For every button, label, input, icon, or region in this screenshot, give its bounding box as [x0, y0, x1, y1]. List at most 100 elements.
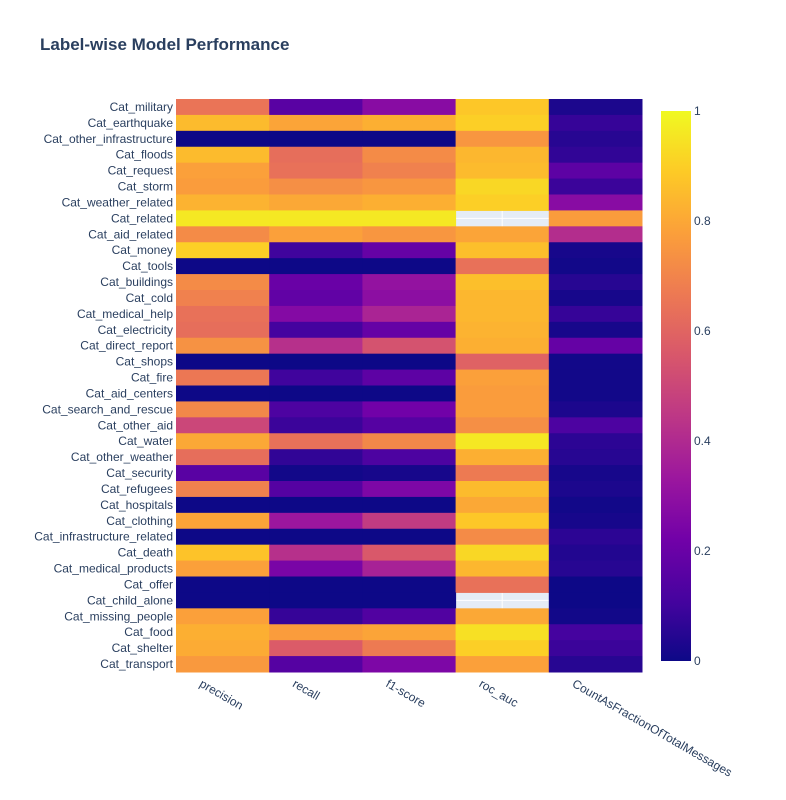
heatmap-cell: [548, 528, 643, 546]
heatmap-cell: [176, 576, 270, 593]
x-tick-label: CountAsFractionOfTotalMessages: [570, 676, 735, 779]
colorbar-tick-label: 0.2: [694, 544, 711, 558]
heatmap-cell: [455, 369, 550, 386]
y-tick-label: Cat_water: [118, 434, 173, 448]
heatmap-cell: [362, 226, 457, 243]
y-axis-tick-labels: Cat_military Cat_earthquake Cat_other_infr…: [34, 100, 173, 671]
heatmap-cell: [176, 624, 270, 641]
heatmap-cell: [548, 512, 643, 530]
heatmap-cell: [362, 560, 457, 577]
heatmap-cell: [455, 274, 550, 291]
y-tick-label: Cat_missing_people: [64, 609, 173, 623]
heatmap-cell: [362, 449, 457, 466]
heatmap-cell: [362, 544, 457, 562]
heatmap-cell: [362, 576, 457, 593]
heatmap-cell: [176, 544, 270, 562]
heatmap-cell: [455, 337, 550, 355]
heatmap-cell: [176, 146, 270, 164]
heatmap-cell: [269, 290, 363, 307]
heatmap-cell: [176, 274, 270, 291]
heatmap-cell: [176, 640, 270, 657]
heatmap-cell: [269, 321, 363, 339]
heatmap-cell: [176, 608, 270, 625]
heatmap-cell: [362, 512, 457, 530]
y-tick-label: Cat_security: [106, 466, 173, 480]
heatmap-cell: [176, 560, 270, 577]
heatmap-cell: [548, 576, 643, 593]
heatmap-cell: [269, 481, 363, 498]
heatmap-cell: [269, 242, 363, 259]
heatmap-cell: [455, 353, 550, 371]
heatmap-cell: [176, 512, 270, 530]
heatmap-cell: [269, 449, 363, 466]
heatmap-cell: [362, 290, 457, 307]
heatmap-cell: [362, 385, 457, 402]
heatmap-cell: [548, 608, 643, 625]
y-tick-label: Cat_money: [112, 243, 173, 257]
heatmap-cell: [176, 162, 270, 180]
x-tick-label: f1-score: [384, 676, 429, 710]
heatmap-cell: [548, 592, 643, 609]
y-tick-label: Cat_direct_report: [80, 339, 173, 353]
heatmap-cell: [362, 369, 457, 386]
heatmap-cell: [269, 210, 363, 227]
heatmap-cell: [176, 369, 270, 386]
heatmap-cell: [455, 624, 550, 641]
colorbar-tick-label: 0: [694, 654, 701, 668]
heatmap-cell: [176, 337, 270, 355]
heatmap-cell: [176, 401, 270, 418]
heatmap-cell: [176, 210, 270, 227]
heatmap-cell: [176, 290, 270, 307]
heatmap-cell: [176, 194, 270, 211]
heatmap-cell: [362, 592, 457, 609]
heatmap-cell: [176, 130, 270, 148]
heatmap-cell: [548, 242, 643, 259]
heatmap-cell: [548, 114, 643, 132]
heatmap-cell: [362, 353, 457, 371]
heatmap-cell: [548, 496, 643, 514]
heatmap-cell: [176, 178, 270, 195]
heatmap-cell: [455, 449, 550, 466]
heatmap-cell: [269, 576, 363, 593]
heatmap-cell: [362, 433, 457, 450]
x-axis-tick-labels: precision recall f1-score roc_auc CountAsFra…: [197, 676, 734, 779]
heatmap-cell: [548, 321, 643, 339]
heatmap-cell: [548, 449, 643, 466]
heatmap-cell: [176, 305, 270, 323]
heatmap-cell: [362, 99, 457, 116]
heatmap-cell: [269, 417, 363, 434]
heatmap-cell: [269, 560, 363, 577]
heatmap-cell: [176, 496, 270, 514]
heatmap-cell: [548, 433, 643, 450]
y-tick-label: Cat_refugees: [101, 482, 173, 496]
y-tick-label: Cat_aid_related: [88, 227, 173, 241]
heatmap-cell: [269, 305, 363, 323]
heatmap-cell: [269, 178, 363, 195]
y-tick-label: Cat_hospitals: [100, 498, 173, 512]
colorbar-tick-label: 0.4: [694, 434, 711, 448]
heatmap-cell: [455, 401, 550, 418]
heatmap-cell: [362, 130, 457, 148]
y-tick-label: Cat_shops: [116, 355, 173, 369]
heatmap-cell: [362, 496, 457, 514]
y-tick-label: Cat_clothing: [106, 514, 173, 528]
y-tick-label: Cat_tools: [122, 259, 173, 273]
heatmap-cell: [362, 194, 457, 211]
colorbar-tick-label: 0.8: [694, 214, 711, 228]
heatmap-cell: [269, 640, 363, 657]
y-tick-label: Cat_medical_help: [77, 307, 173, 321]
y-tick-label: Cat_request: [108, 164, 174, 178]
heatmap-cell: [362, 162, 457, 180]
heatmap-cell: [455, 608, 550, 625]
heatmap-cell: [269, 433, 363, 450]
heatmap-cell: [269, 465, 363, 482]
heatmap-cell: [269, 528, 363, 546]
heatmap-cell: [548, 162, 643, 180]
heatmap-cell: [455, 417, 550, 434]
heatmap-cell: [362, 465, 457, 482]
heatmap-cell: [362, 528, 457, 546]
heatmap-cell: [362, 210, 457, 227]
heatmap-cell: [455, 481, 550, 498]
y-tick-label: Cat_medical_products: [54, 562, 173, 576]
